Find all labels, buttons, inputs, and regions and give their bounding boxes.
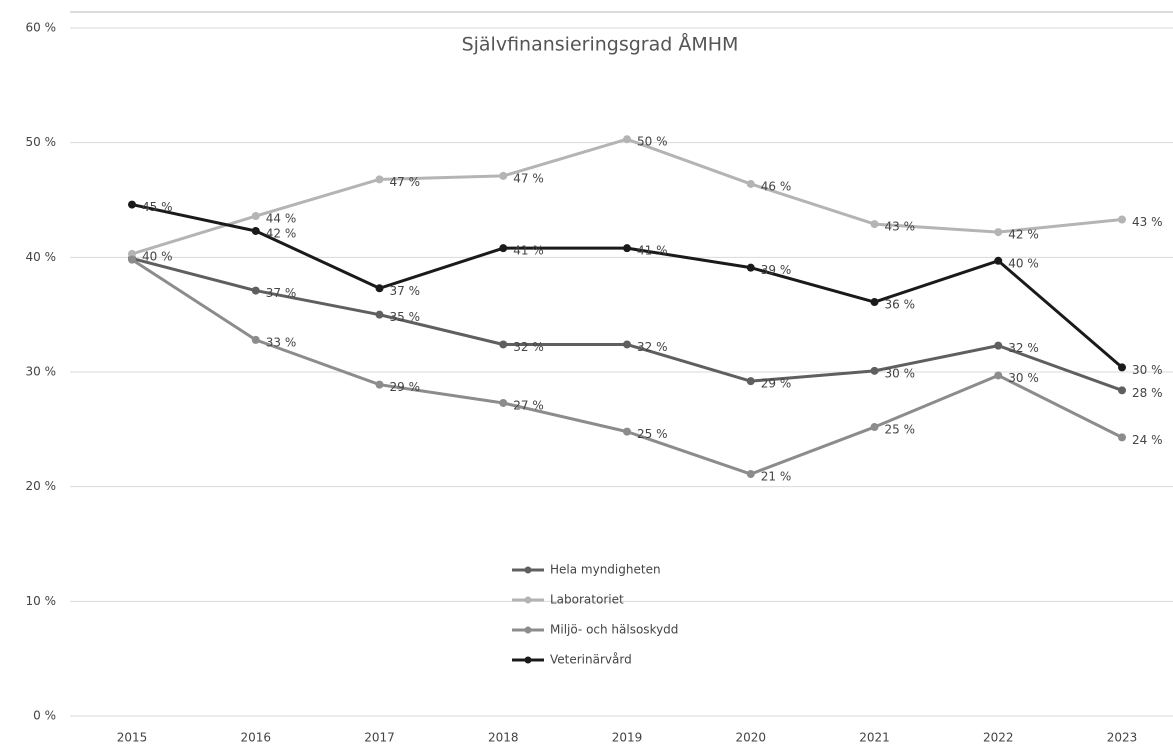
data-label: 35 % <box>390 310 421 324</box>
data-label: 37 % <box>390 284 421 298</box>
x-tick-label: 2022 <box>983 731 1014 745</box>
x-tick-label: 2021 <box>859 731 890 745</box>
data-label: 41 % <box>513 244 544 258</box>
series-line <box>131 257 1123 392</box>
data-point <box>128 249 136 258</box>
data-point <box>499 244 508 253</box>
data-point <box>746 377 755 386</box>
data-label: 39 % <box>761 263 792 277</box>
data-point <box>870 366 879 375</box>
data-point <box>499 171 508 180</box>
data-label: 32 % <box>513 340 544 354</box>
data-point <box>870 423 879 432</box>
data-label: 43 % <box>885 220 916 234</box>
data-point <box>623 427 631 436</box>
data-label: 40 % <box>142 249 173 263</box>
legend-marker <box>524 596 532 604</box>
data-point <box>994 228 1003 237</box>
x-tick-label: 2023 <box>1107 731 1138 745</box>
data-point <box>128 200 136 209</box>
data-point <box>128 255 136 264</box>
y-tick-label: 60 % <box>26 21 57 35</box>
data-label: 25 % <box>885 423 916 437</box>
data-point <box>994 256 1003 265</box>
data-label: 45 % <box>142 200 173 214</box>
y-tick-label: 0 % <box>33 709 56 723</box>
data-label: 50 % <box>637 135 668 149</box>
data-label: 32 % <box>1008 341 1039 355</box>
legend-label: Laboratoriet <box>550 593 624 607</box>
legend-marker <box>524 656 532 664</box>
data-label: 29 % <box>761 377 792 391</box>
data-point <box>870 298 879 307</box>
data-point <box>251 226 260 235</box>
data-point <box>499 340 508 349</box>
data-point <box>375 310 384 319</box>
data-label: 41 % <box>637 244 668 258</box>
data-point <box>1118 215 1126 224</box>
legend-label: Miljö- och hälsoskydd <box>550 623 678 637</box>
data-point <box>870 220 879 229</box>
data-label: 25 % <box>637 427 668 441</box>
data-label: 47 % <box>390 175 421 189</box>
y-tick-label: 40 % <box>26 250 57 264</box>
data-point <box>251 286 260 295</box>
data-label: 37 % <box>266 286 297 300</box>
data-point <box>623 244 631 253</box>
data-point <box>1118 363 1126 372</box>
y-tick-label: 50 % <box>26 135 57 149</box>
legend-marker <box>524 626 532 634</box>
data-label: 33 % <box>266 335 297 349</box>
y-tick-label: 20 % <box>26 479 57 493</box>
data-label: 24 % <box>1132 433 1163 447</box>
data-label: 36 % <box>885 298 916 312</box>
data-point <box>746 179 755 188</box>
data-label: 29 % <box>390 380 421 394</box>
data-label: 30 % <box>885 366 916 380</box>
data-label: 42 % <box>1008 228 1039 242</box>
data-point <box>499 398 508 407</box>
data-point <box>746 263 755 272</box>
legend-marker <box>524 566 532 574</box>
x-tick-label: 2016 <box>240 731 271 745</box>
data-label: 21 % <box>761 470 792 484</box>
data-point <box>375 175 384 184</box>
data-point <box>1118 386 1126 395</box>
data-label: 27 % <box>513 398 544 412</box>
data-point <box>746 470 755 479</box>
data-point <box>375 284 384 293</box>
data-label: 30 % <box>1132 363 1163 377</box>
data-point <box>623 340 631 349</box>
data-label: 32 % <box>637 340 668 354</box>
data-point <box>251 212 260 221</box>
x-tick-label: 2019 <box>612 731 643 745</box>
data-point <box>623 135 631 144</box>
data-point <box>994 371 1003 380</box>
x-tick-label: 2018 <box>488 731 519 745</box>
data-label: 43 % <box>1132 215 1163 229</box>
data-point <box>375 380 384 389</box>
x-tick-label: 2020 <box>735 731 766 745</box>
data-label: 30 % <box>1008 371 1039 385</box>
x-tick-label: 2015 <box>117 731 148 745</box>
legend-label: Hela myndigheten <box>550 563 661 577</box>
data-point <box>1118 433 1126 442</box>
data-point <box>251 335 260 344</box>
data-label: 46 % <box>761 179 792 193</box>
data-label: 42 % <box>266 226 297 240</box>
data-label: 40 % <box>1008 256 1039 270</box>
legend-label: Veterinärvård <box>550 653 632 667</box>
x-tick-label: 2017 <box>364 731 395 745</box>
y-tick-label: 30 % <box>26 365 57 379</box>
chart-title: Självfinansieringsgrad ÅMHM <box>462 33 739 56</box>
data-point <box>994 341 1003 350</box>
data-label: 44 % <box>266 212 297 226</box>
y-tick-label: 10 % <box>26 594 57 608</box>
data-label: 47 % <box>513 171 544 185</box>
data-label: 28 % <box>1132 386 1163 400</box>
